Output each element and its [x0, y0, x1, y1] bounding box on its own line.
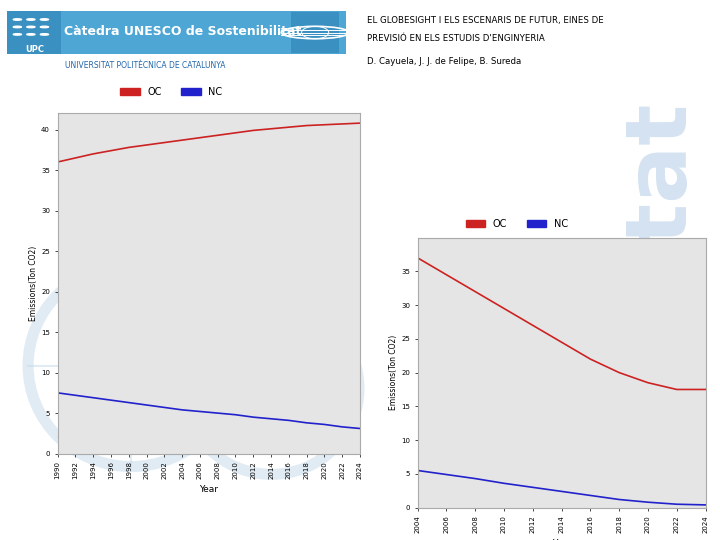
Text: D. Cayuela, J. J. de Felipe, B. Sureda: D. Cayuela, J. J. de Felipe, B. Sureda: [367, 57, 521, 66]
Circle shape: [13, 33, 22, 35]
FancyBboxPatch shape: [7, 11, 61, 54]
Circle shape: [40, 26, 48, 28]
Text: nibilitat: nibilitat: [615, 96, 698, 477]
FancyBboxPatch shape: [7, 11, 346, 54]
Text: Càtedra UNESCO de Sostenibilitat: Càtedra UNESCO de Sostenibilitat: [65, 25, 302, 38]
FancyBboxPatch shape: [292, 12, 339, 53]
Circle shape: [27, 19, 35, 20]
Circle shape: [27, 26, 35, 28]
Text: UNIVERSITAT POLITÈCNICA DE CATALUNYA: UNIVERSITAT POLITÈCNICA DE CATALUNYA: [65, 61, 225, 70]
Circle shape: [40, 19, 48, 20]
Legend: OC, NC: OC, NC: [462, 215, 572, 233]
Circle shape: [13, 26, 22, 28]
Circle shape: [27, 33, 35, 35]
Legend: OC, NC: OC, NC: [116, 83, 227, 100]
Text: EL GLOBESIGHT I ELS ESCENARIS DE FUTUR, EINES DE: EL GLOBESIGHT I ELS ESCENARIS DE FUTUR, …: [367, 16, 604, 25]
Text: UPC: UPC: [24, 45, 44, 54]
X-axis label: Year: Year: [552, 539, 571, 540]
X-axis label: Year: Year: [199, 485, 218, 494]
Y-axis label: Emissions(Ton CO2): Emissions(Ton CO2): [30, 246, 38, 321]
Circle shape: [40, 33, 48, 35]
Text: PREVISIÓ EN ELS ESTUDIS D'ENGINYERIA: PREVISIÓ EN ELS ESTUDIS D'ENGINYERIA: [367, 35, 545, 43]
Circle shape: [13, 19, 22, 20]
Y-axis label: Emissions(Ton CO2): Emissions(Ton CO2): [390, 335, 398, 410]
